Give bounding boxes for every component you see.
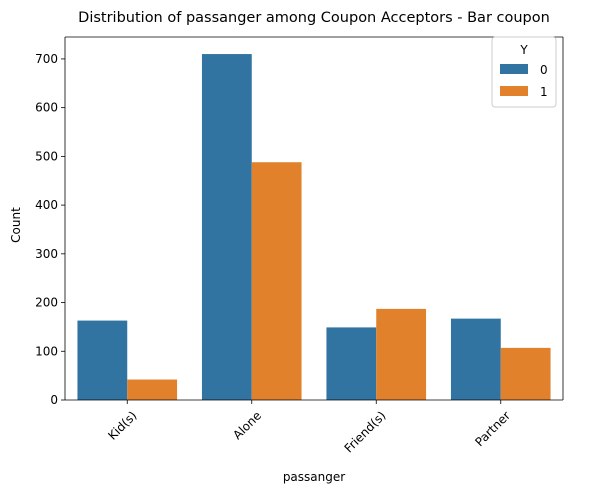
- legend-label: 0: [540, 63, 548, 77]
- axes-frame: [64, 36, 564, 401]
- y-tick-label: 300: [35, 247, 58, 261]
- bar-friends-y0: [326, 327, 377, 400]
- bar-partner-y1: [500, 347, 551, 400]
- bar-alone-y1: [251, 162, 302, 400]
- legend-swatch: [500, 86, 528, 96]
- bar-alone-y0: [201, 54, 252, 401]
- y-tick-label: 500: [35, 149, 58, 163]
- y-tick-label: 100: [35, 344, 58, 358]
- legend-items: 01: [500, 63, 548, 99]
- x-axis: Kid(s) Alone Friend(s) Partner: [105, 400, 513, 455]
- legend: Y 01: [491, 36, 557, 108]
- legend-swatch: [500, 64, 528, 74]
- bar-kids-y1: [127, 379, 178, 400]
- x-tick-label: Kid(s): [105, 408, 139, 442]
- bars-group: [77, 54, 551, 401]
- y-tick-label: 700: [35, 52, 58, 66]
- x-tick-label: Alone: [230, 408, 264, 442]
- y-tick-label: 400: [35, 198, 58, 212]
- bar-partner-y0: [450, 318, 501, 400]
- y-tick-label: 600: [35, 101, 58, 115]
- y-tick-label: 0: [50, 393, 58, 407]
- y-tick-label: 200: [35, 296, 58, 310]
- chart-title: Distribution of passanger among Coupon A…: [78, 10, 550, 26]
- legend-title: Y: [519, 43, 528, 57]
- y-axis-label: Count: [9, 207, 23, 243]
- x-tick-label: Friend(s): [342, 408, 389, 455]
- x-axis-label: passanger: [283, 470, 345, 484]
- x-tick-label: Partner: [472, 408, 513, 449]
- y-axis: 0 100 200 300 400 500 600 700: [35, 52, 65, 407]
- bar-friends-y1: [376, 308, 427, 400]
- legend-label: 1: [540, 85, 548, 99]
- bar-kids-y0: [77, 320, 128, 400]
